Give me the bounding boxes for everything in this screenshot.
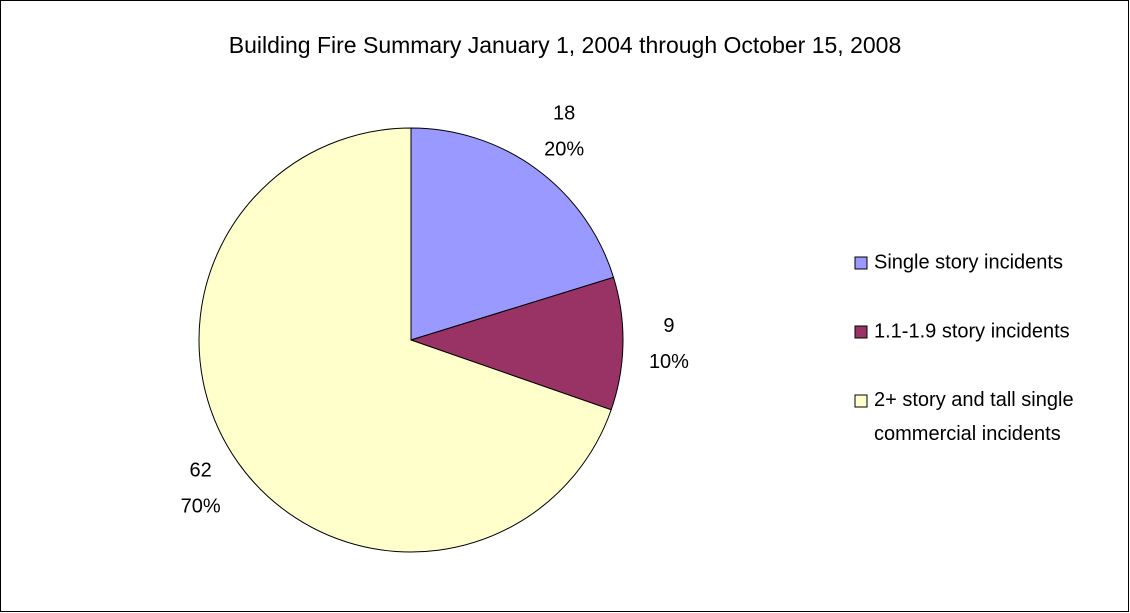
pie-slice [198,127,612,553]
pie-slice [409,276,624,411]
legend-label: Single story incidents [874,251,1063,273]
percent-label: 20% [544,139,584,161]
chart-title: Building Fire Summary January 1, 2004 th… [229,32,902,58]
percent-label: 70% [181,496,221,518]
percent-label: 10% [649,351,689,373]
legend-label: 2+ story and tall single commercial incid… [874,389,1074,445]
data-label: 62 [190,460,212,482]
legend-label: 1.1-1.9 story incidents [874,320,1070,342]
data-label: 18 [553,103,575,125]
pie-slice [410,127,615,341]
data-label: 9 [663,315,674,337]
legend-swatch [854,325,868,339]
legend-swatch [854,256,868,270]
legend-swatch [854,394,868,408]
